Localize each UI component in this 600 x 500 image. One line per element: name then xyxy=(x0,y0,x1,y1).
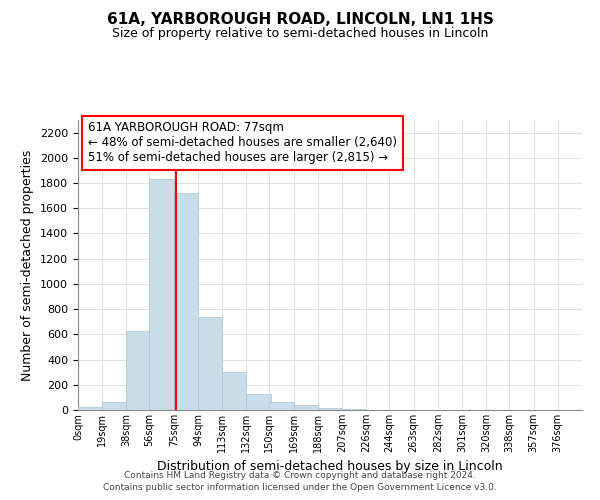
Text: Contains HM Land Registry data © Crown copyright and database right 2024.: Contains HM Land Registry data © Crown c… xyxy=(124,471,476,480)
Bar xyxy=(318,408,342,410)
Bar xyxy=(78,408,102,410)
Bar xyxy=(247,394,271,410)
Text: 61A YARBOROUGH ROAD: 77sqm
← 48% of semi-detached houses are smaller (2,640)
51%: 61A YARBOROUGH ROAD: 77sqm ← 48% of semi… xyxy=(88,122,397,164)
Text: Size of property relative to semi-detached houses in Lincoln: Size of property relative to semi-detach… xyxy=(112,28,488,40)
Bar xyxy=(173,193,198,410)
Text: 61A, YARBOROUGH ROAD, LINCOLN, LN1 1HS: 61A, YARBOROUGH ROAD, LINCOLN, LN1 1HS xyxy=(107,12,493,28)
Bar xyxy=(293,405,318,410)
Bar xyxy=(222,372,247,410)
Y-axis label: Number of semi-detached properties: Number of semi-detached properties xyxy=(22,150,34,380)
Bar xyxy=(198,316,222,410)
Text: Contains public sector information licensed under the Open Government Licence v3: Contains public sector information licen… xyxy=(103,484,497,492)
X-axis label: Distribution of semi-detached houses by size in Lincoln: Distribution of semi-detached houses by … xyxy=(157,460,503,473)
Bar xyxy=(149,180,173,410)
Bar xyxy=(269,402,293,410)
Bar xyxy=(127,331,151,410)
Bar xyxy=(102,402,127,410)
